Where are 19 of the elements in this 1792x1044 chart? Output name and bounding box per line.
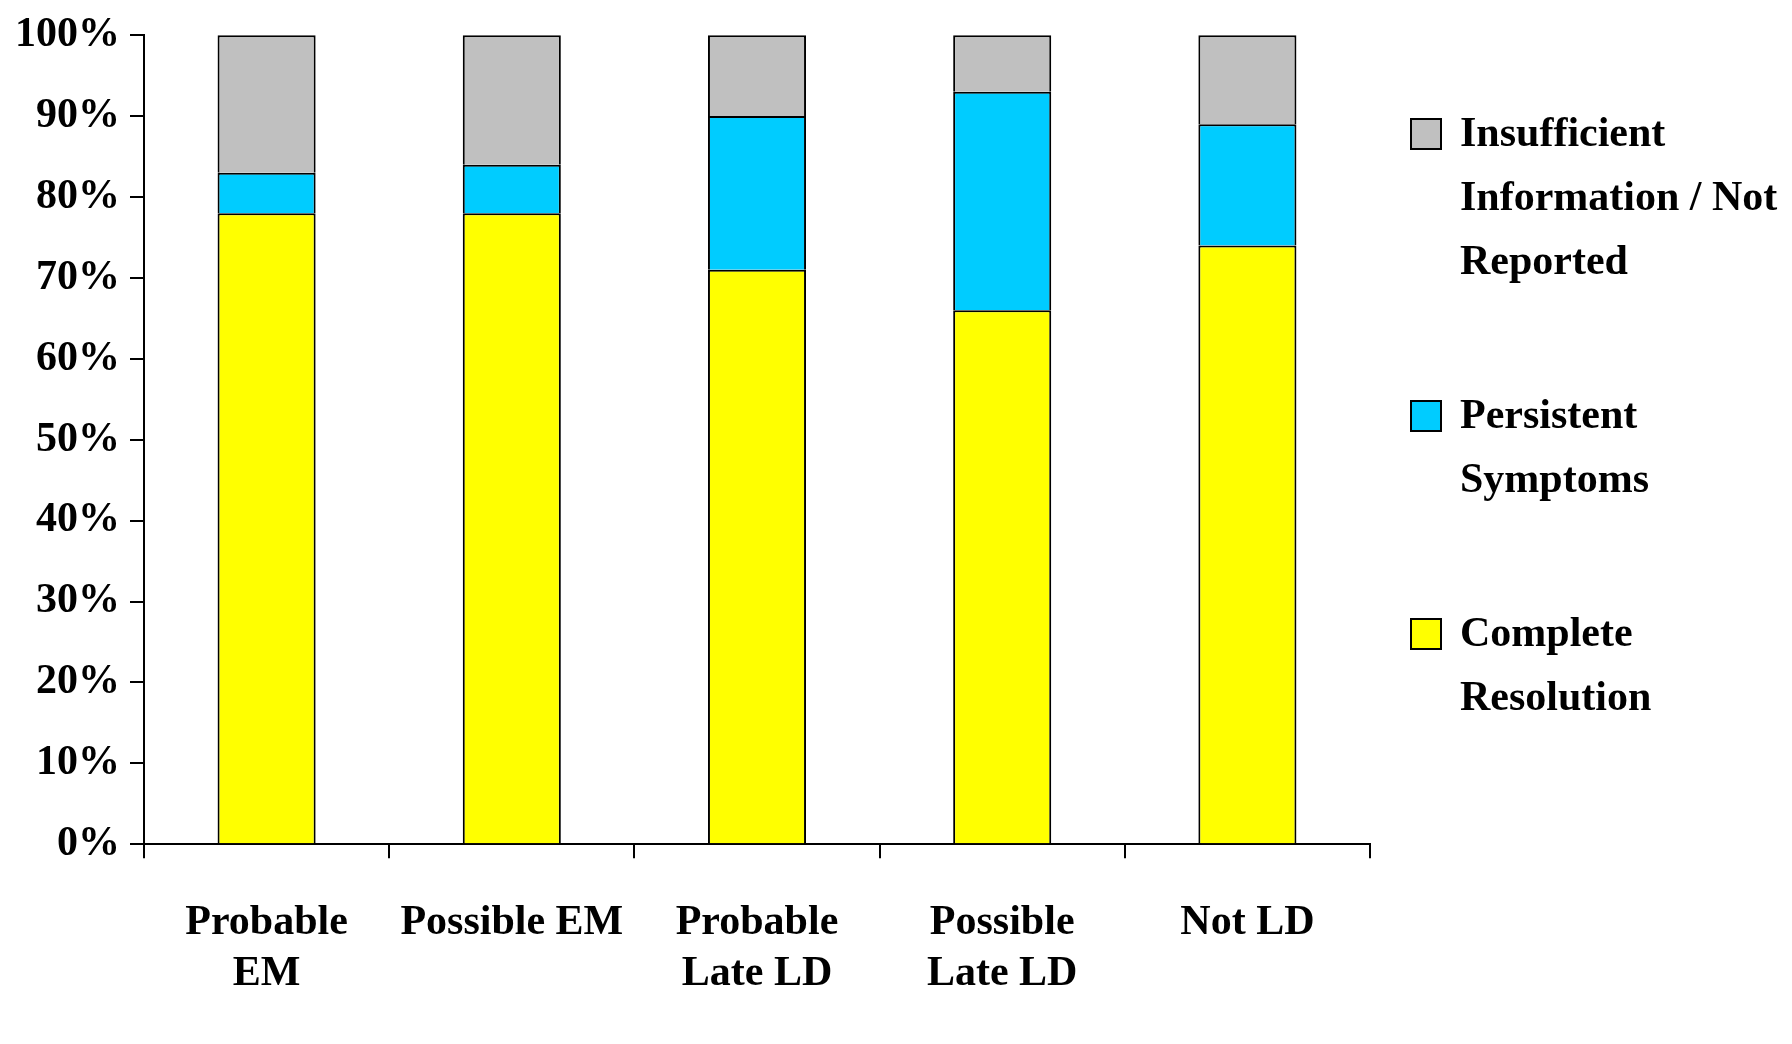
legend-label: Insufficient Information / Not Reported: [1460, 108, 1779, 285]
x-tick-label: Possible Late LD: [926, 897, 1078, 994]
y-tick-label: 70%: [36, 251, 120, 298]
x-tick-label: Possible EM: [400, 897, 624, 944]
legend-label: Persistent Symptoms: [1460, 390, 1651, 503]
x-tick-label: Probable EM: [185, 897, 348, 994]
y-tick-label: 0%: [57, 818, 120, 865]
y-tick-label: 20%: [36, 656, 120, 703]
x-tick-label: Probable Late LD: [675, 897, 839, 994]
legend-label: Complete Resolution: [1460, 608, 1653, 721]
y-tick-label: 60%: [36, 332, 120, 379]
y-tick-label: 40%: [36, 494, 120, 541]
y-tick-label: 90%: [36, 89, 120, 136]
y-tick-label: 80%: [36, 170, 120, 217]
x-tick-label: Not LD: [1180, 897, 1315, 944]
y-tick-label: 10%: [36, 737, 120, 784]
y-tick-label: 30%: [36, 575, 120, 622]
y-tick-label: 50%: [36, 413, 120, 460]
y-tick-label: 100%: [15, 9, 120, 56]
